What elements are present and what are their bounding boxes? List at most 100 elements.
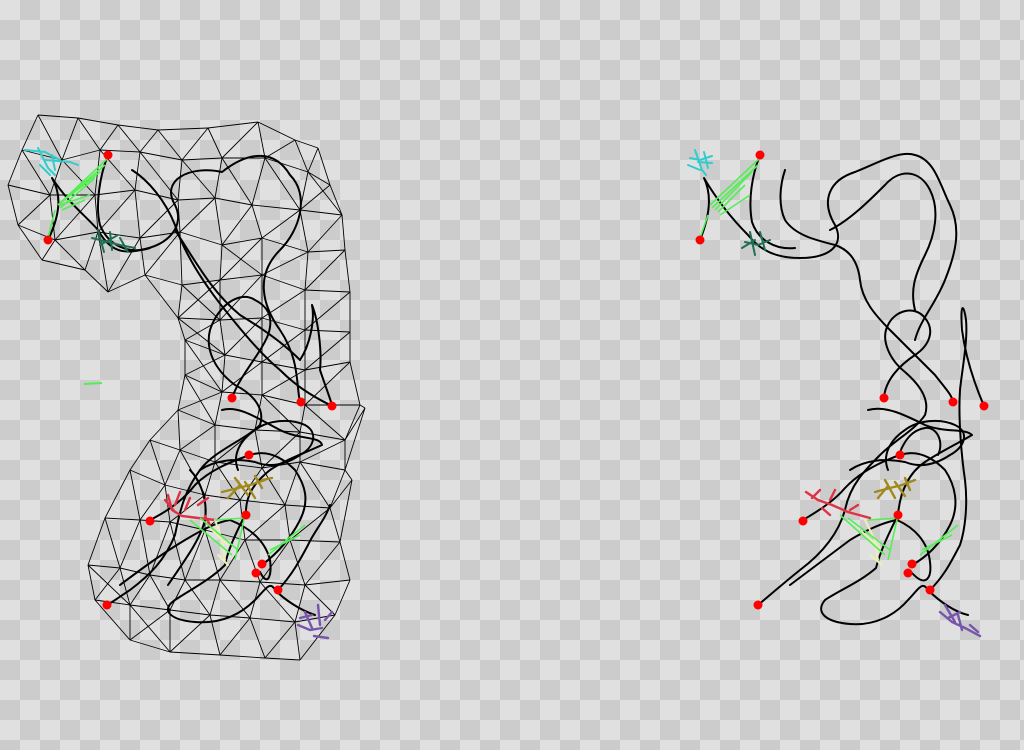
mesh-edge [87,517,106,566]
mesh-edge [284,504,291,541]
mesh-edge [177,409,181,451]
mesh-edge [219,319,226,356]
endpoint-marker [273,585,283,595]
mesh-edge [94,149,101,196]
structure-purple [296,603,334,640]
trajectory-path [221,408,323,516]
mesh-edge [37,114,79,119]
mesh-edge [207,121,259,129]
mesh-edge [157,129,183,161]
mesh-edge [129,439,151,471]
mesh-edge [317,147,331,186]
mesh-edge [329,469,346,509]
mesh-edge [299,461,331,509]
mesh-edge [129,469,166,486]
endpoint-marker [251,568,261,578]
mesh-edge [179,231,223,246]
mesh-edge [294,139,309,173]
mesh-edge [77,117,101,151]
mesh-edge [181,159,216,199]
mesh-edge [54,194,96,241]
mesh-edge [294,621,301,661]
mesh-edge [307,171,331,186]
cream-branch [211,519,229,566]
mesh-edge [129,604,171,653]
endpoint-marker [43,235,53,245]
mesh-edge [307,214,343,253]
mesh-edge [207,127,223,159]
endpoint-marker [102,600,112,610]
mesh-edge [254,429,301,433]
mesh-edge [349,361,361,406]
mesh-edge [87,564,131,606]
mesh-edge [219,274,263,281]
mesh-edge [119,567,151,576]
mesh-edge [21,114,39,151]
mesh-edge [129,469,141,521]
mesh-edge [204,494,241,501]
mesh-edge [134,189,141,239]
endpoint-marker [879,393,889,403]
mesh-edge [307,249,346,253]
structure-cream-right [861,519,883,566]
mesh-edge [169,609,211,616]
mesh-edge [221,391,263,396]
trajectory-path [47,154,302,403]
trajectory-path [899,426,942,456]
mesh-edge [17,224,43,261]
mesh-edge [184,319,221,341]
mesh-edge [339,541,351,581]
right-panel [687,149,989,638]
mesh-edge [54,231,99,241]
mesh-edge [139,519,151,576]
endpoint-marker [296,397,306,407]
mesh-edge [304,329,351,333]
mesh-edge [221,237,263,246]
trajectory-path [199,419,315,471]
structure-olive-right [873,476,917,500]
trajectory-path [174,229,333,406]
green-link-fan [47,157,109,239]
endpoint-marker [895,450,905,460]
mesh-edge [299,404,306,433]
mesh-edge [184,374,216,426]
endpoint-marker [753,600,763,610]
endpoints-right [695,150,989,610]
mesh-edge [289,539,341,543]
mesh-edge [169,494,206,523]
mesh-edge [214,424,256,431]
mesh-edge [299,461,346,471]
mesh-edge [17,194,51,226]
mesh-edge [304,361,351,371]
mesh-edge [299,431,346,441]
links-green-mid-left [189,514,306,561]
mesh-edge [149,521,171,576]
endpoint-marker [893,510,903,520]
links-green-top-left [47,157,109,239]
endpoint-marker [241,510,251,520]
mesh-edge [304,289,351,293]
structure-red-right [804,488,872,520]
mesh-edge [261,431,301,469]
mesh-edge [304,541,341,586]
mesh-edge [77,117,119,126]
mesh-edge [149,574,186,581]
mesh-edge [139,151,183,161]
endpoints-left [43,150,337,610]
mesh-edge [264,621,296,659]
structure-red [163,490,217,527]
mesh-edge [179,424,216,451]
mesh-edge [7,184,19,226]
mesh-edge [177,197,216,201]
mesh-edge [304,331,351,371]
mesh-edge [149,439,181,451]
structure-cream [211,519,229,566]
mesh-edge [104,517,121,569]
olive-branch [873,476,917,500]
trajectory-path [106,295,272,606]
mesh-edge [299,184,331,211]
structure-purple-right [938,603,982,638]
mesh-edge [144,274,183,286]
trajectory-path [867,407,973,516]
